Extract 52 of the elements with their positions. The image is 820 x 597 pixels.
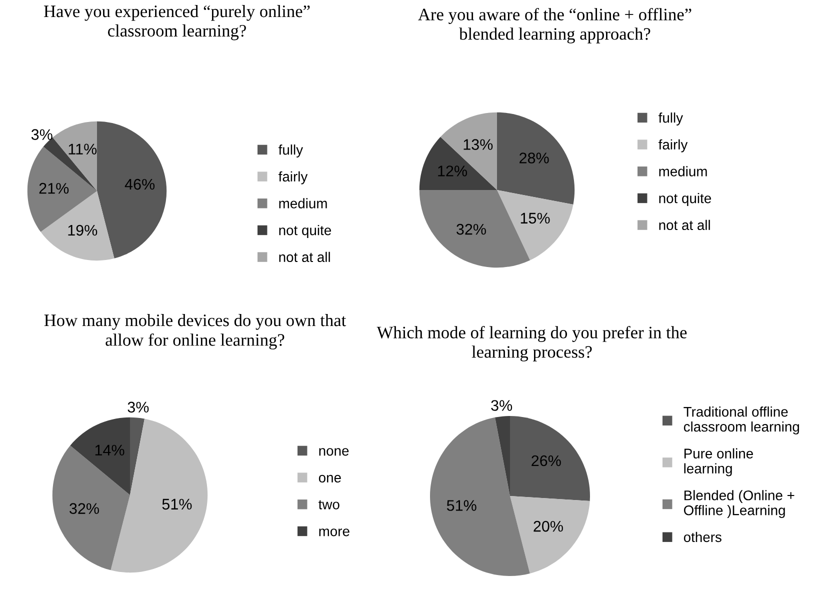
data-label: 14%	[95, 444, 124, 456]
pie-slice	[70, 417, 130, 495]
pie-slice	[440, 112, 497, 190]
legend-label: medium	[659, 166, 707, 176]
data-label: 3%	[31, 129, 52, 140]
data-label: 51%	[162, 498, 192, 510]
pie-slice	[497, 190, 574, 260]
data-label: 32%	[70, 503, 99, 514]
legend-label: not at all	[279, 252, 330, 262]
data-label: 15%	[520, 212, 550, 224]
legend-label: more	[319, 528, 350, 536]
pie-slice	[419, 136, 497, 190]
data-label: 28%	[520, 152, 549, 164]
data-label: 19%	[68, 224, 98, 236]
pie-slice	[130, 417, 145, 495]
legend-label: fully	[658, 112, 684, 126]
pie-slice	[497, 112, 575, 205]
legend-label: Traditional offline classroom learning	[684, 406, 799, 434]
legend-label: medium	[279, 198, 327, 208]
data-label: 26%	[532, 455, 561, 466]
data-label: 21%	[39, 182, 69, 194]
legend-label: fully	[278, 144, 304, 158]
legend-label: Pure online learning	[684, 448, 753, 476]
pie-slice	[495, 416, 510, 496]
legend-label: not at all	[659, 220, 710, 230]
legend-label: Blended (Online + Offline )Learning	[684, 490, 794, 518]
data-label: 3%	[128, 402, 149, 413]
data-label: 51%	[446, 500, 476, 511]
legend-label: not quite	[279, 225, 331, 238]
data-label: 11%	[68, 144, 97, 154]
data-label: 20%	[534, 520, 563, 532]
data-label: 3%	[491, 400, 512, 411]
legend-label: others	[684, 532, 722, 542]
pie-slice	[430, 417, 530, 576]
legend-label: not quite	[659, 193, 711, 206]
legend-label: fairly	[278, 171, 308, 184]
chart-title: Have you experienced “purely online” classroom learning?	[44, 5, 310, 40]
pie-slice	[510, 416, 590, 502]
data-label: 46%	[124, 178, 155, 190]
pie-slice	[97, 121, 167, 258]
chart-title: Which mode of learning do you prefer in the learning process?	[376, 326, 687, 362]
data-label: 12%	[438, 166, 468, 176]
legend-label: two	[318, 500, 340, 510]
legend-label: one	[318, 474, 341, 483]
chart-title: How many mobile devices do you own that allow for online learning?	[44, 314, 346, 350]
data-label: 13%	[464, 139, 493, 150]
pie-slice	[52, 446, 130, 570]
pie-slice	[510, 496, 590, 574]
chart-title: Are you aware of the “online + offline” blended learning approach?	[418, 8, 692, 44]
legend-label: fairly	[658, 139, 688, 152]
data-label: 32%	[456, 224, 486, 235]
legend-label: none	[319, 448, 349, 456]
